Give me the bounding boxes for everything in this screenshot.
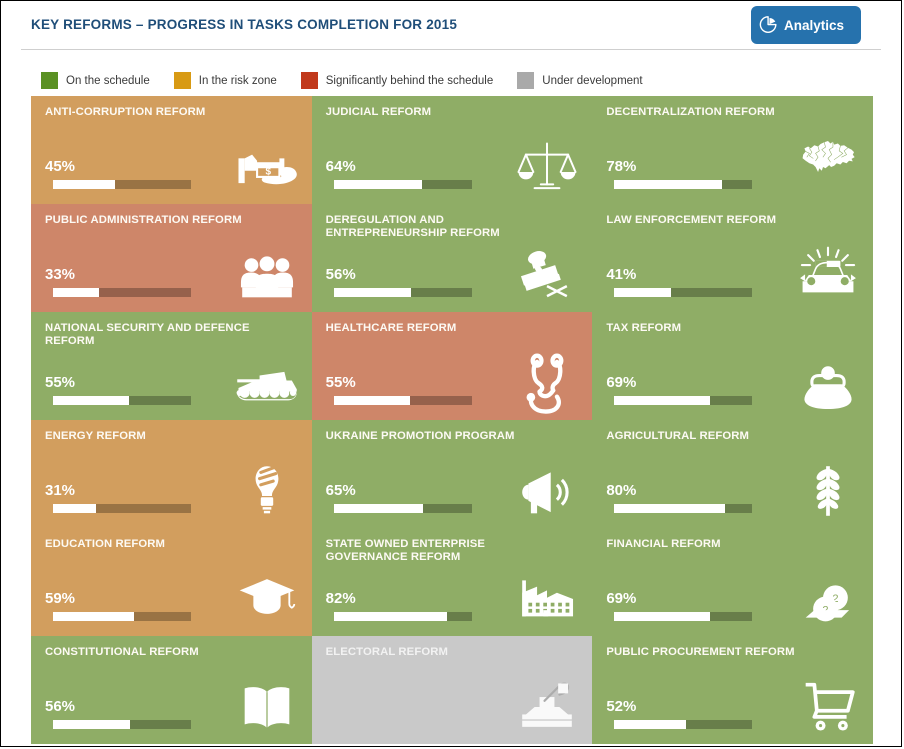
svg-text:$: $ [265, 166, 271, 177]
